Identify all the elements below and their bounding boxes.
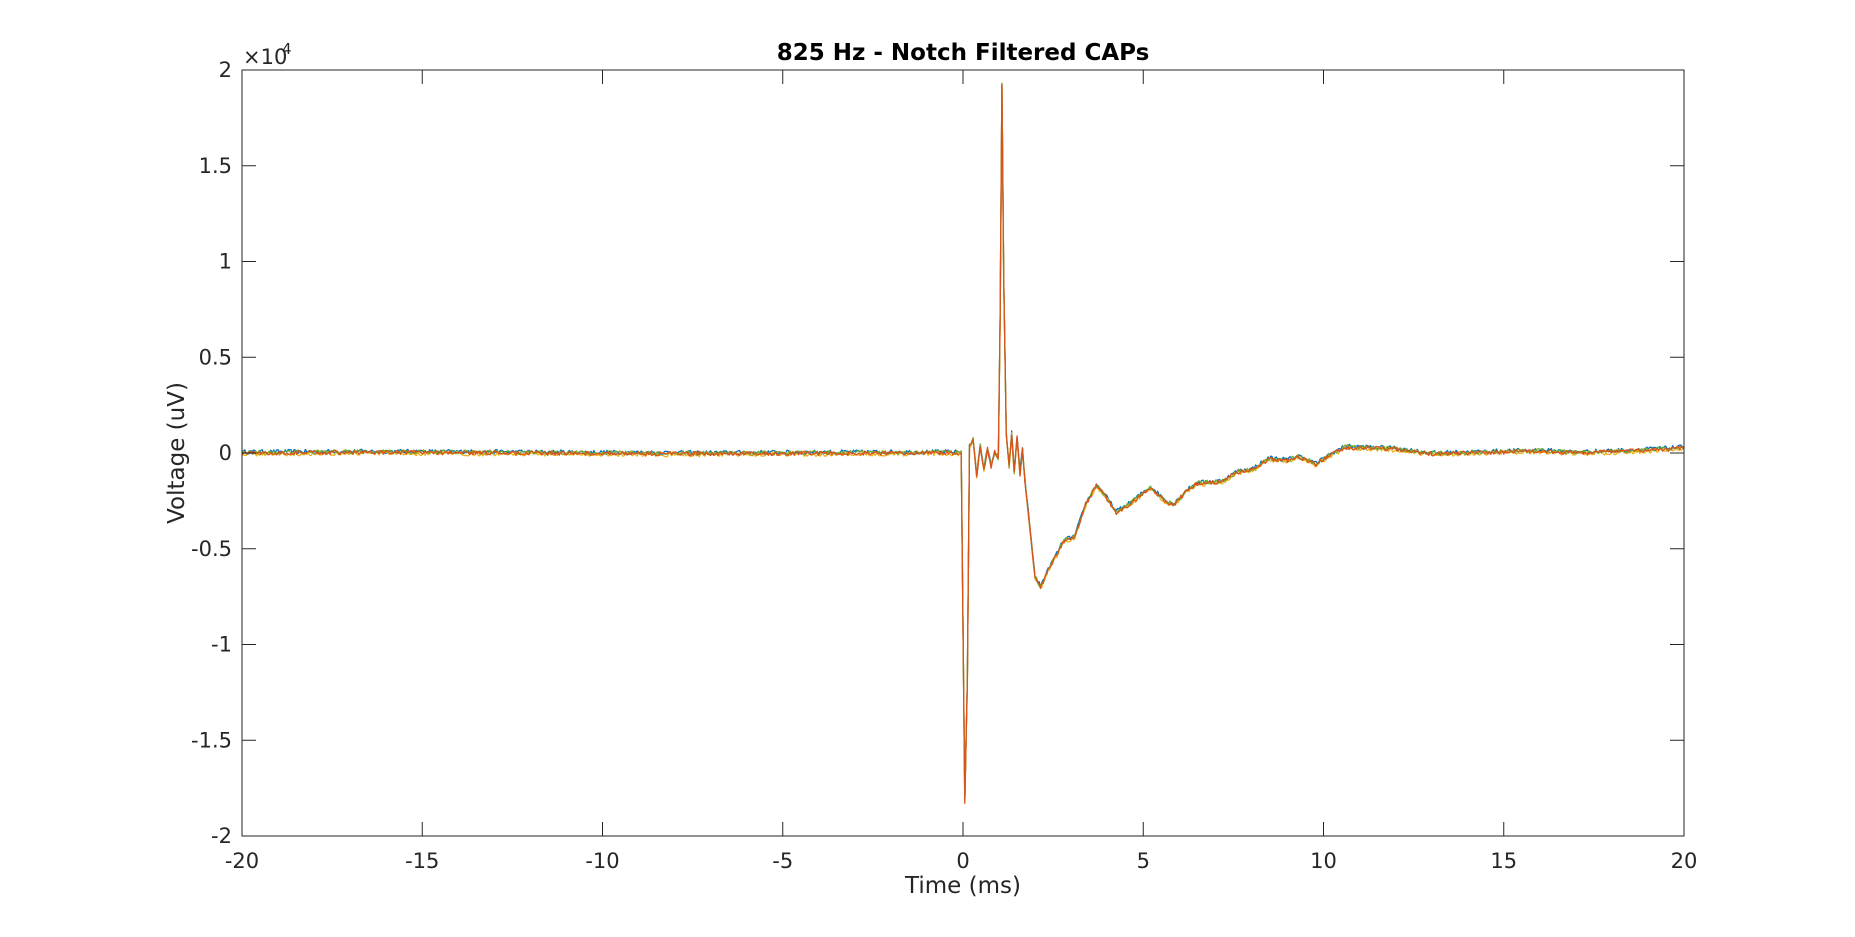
x-tick-label: 0 [956,849,969,873]
x-tick-label: -15 [405,849,439,873]
x-tick-label: -20 [225,849,259,873]
y-tick-label: -0.5 [191,537,232,561]
x-tick-label: 15 [1490,849,1517,873]
x-tick-label: 10 [1310,849,1337,873]
y-tick-label: -2 [211,824,232,848]
series-line-trace-4 [241,84,1685,805]
y-axis-label: Voltage (uV) [164,382,190,524]
x-tick-label: -5 [772,849,793,873]
y-axis-ticks: -2 -1.5 -1 -0.5 0 0.5 1 1.5 2 [191,58,1684,848]
x-tick-label: -10 [585,849,619,873]
axes-border [241,69,1685,837]
x-tick-label: 20 [1671,849,1698,873]
x-axis-label: Time (ms) [904,873,1021,899]
y-tick-label: 1.5 [199,154,232,178]
y-exponent-base: ×10 [243,45,287,69]
x-tick-label: 5 [1137,849,1150,873]
y-tick-label: 1 [219,250,232,274]
y-tick-label: -1 [211,633,232,657]
y-tick-label: 2 [219,58,232,82]
y-tick-label: 0 [219,441,232,465]
y-tick-label: 0.5 [199,345,232,369]
data-traces [241,82,1685,805]
x-axis-ticks: -20 -15 -10 -5 0 5 10 15 20 [225,70,1698,873]
chart-title: 825 Hz - Notch Filtered CAPs [777,40,1150,66]
y-exponent-power: 4 [282,40,292,58]
y-tick-label: -1.5 [191,728,232,752]
